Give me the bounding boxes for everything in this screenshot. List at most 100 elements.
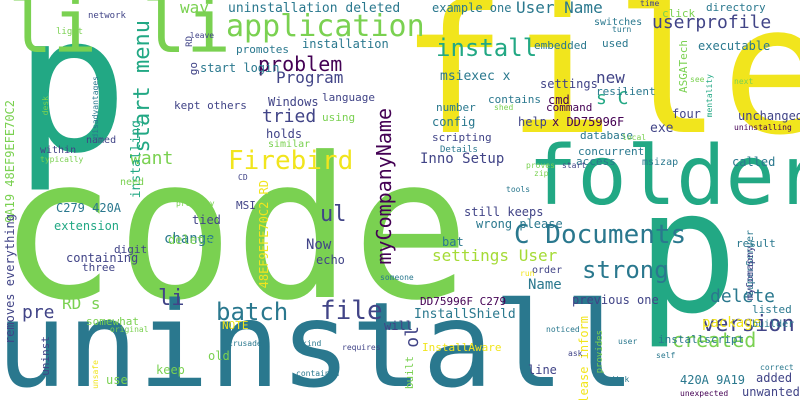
word-see: see xyxy=(690,75,705,84)
word-folder: folder xyxy=(528,129,800,224)
word-network: network xyxy=(88,11,126,21)
word-contained: contained xyxy=(296,369,340,378)
word-c279: C279 420A xyxy=(56,201,122,215)
word-using: using xyxy=(322,111,356,124)
word-kind: kind xyxy=(302,339,322,348)
word-msizap: msizap xyxy=(642,157,679,168)
word-holds: holds xyxy=(266,127,303,141)
word-requires: requires xyxy=(342,343,381,352)
word-crusade: crusade xyxy=(228,339,262,348)
word-switches: switches xyxy=(594,17,643,28)
word-wrong-please: wrong please xyxy=(476,217,563,231)
word-uninst: uninst xyxy=(39,336,52,376)
word-li-2: li xyxy=(158,286,185,311)
word-user-name: User Name xyxy=(516,0,603,17)
word-windows: Windows xyxy=(268,95,319,109)
word-echo: echo xyxy=(316,253,345,267)
word-shed: shed xyxy=(494,103,514,112)
word-firebird: Firebird xyxy=(228,146,354,176)
word-userprofile: userprofile xyxy=(652,12,772,33)
word-will: will xyxy=(384,319,413,333)
word-unexpected: unexpected xyxy=(680,389,729,398)
word-provides: provides xyxy=(595,330,605,374)
word-next: next xyxy=(734,77,754,86)
word-noticed: noticed xyxy=(546,325,580,334)
word-now: Now xyxy=(306,237,332,253)
word-scripting: scripting xyxy=(432,131,492,144)
word-exe: exe xyxy=(650,121,674,136)
word-use: use xyxy=(106,373,128,387)
word-tools: tools xyxy=(506,185,531,194)
word-p-mid: p xyxy=(636,154,739,352)
word-change: change xyxy=(164,231,215,247)
word-contains: contains xyxy=(488,93,541,106)
word-pre: pre xyxy=(22,302,55,323)
word-way: way xyxy=(180,0,209,17)
word-three: three xyxy=(82,261,116,274)
word-keep: keep xyxy=(156,363,185,377)
word-digit: digit xyxy=(114,243,148,256)
word-leave: leave xyxy=(190,31,215,40)
word-settings-user: settings User xyxy=(432,246,558,265)
word-tied: tied xyxy=(192,213,221,227)
word-420a: 420A 9A19 xyxy=(680,373,746,387)
word-uninstalling: uninstalling xyxy=(734,123,792,132)
word-local: local xyxy=(622,133,647,142)
word-start-2: start xyxy=(562,161,587,170)
word-program: Program xyxy=(276,68,344,87)
word-self: self xyxy=(656,351,676,360)
word-cmd: cmd xyxy=(548,93,570,107)
word-installshield: InstallShield xyxy=(414,307,516,322)
word-deleted-2: deleted xyxy=(168,233,219,247)
word-msiexec-x: msiexec x xyxy=(440,69,511,84)
word-typically: typically xyxy=(40,155,84,164)
word-created: created xyxy=(672,328,757,352)
word-version: version xyxy=(702,312,795,337)
word-language: language xyxy=(322,91,375,104)
word-disadvantages: disadvantages xyxy=(91,76,100,139)
word-four: four xyxy=(672,107,701,121)
word-inno-setup: Inno Setup xyxy=(420,151,505,167)
word-someone: someone xyxy=(380,273,414,282)
word-listed: listed xyxy=(752,303,792,316)
word-line: line xyxy=(528,363,557,377)
word-installaware: InstallAware xyxy=(422,341,502,354)
word-proves: proves xyxy=(526,161,555,170)
word-package: package xyxy=(702,315,762,331)
word-lili: li li xyxy=(8,0,231,70)
word-name: Name xyxy=(528,277,562,293)
word-correct: correct xyxy=(760,363,794,372)
word-named: named xyxy=(86,135,117,146)
word-used: used xyxy=(602,37,629,50)
word-click: click xyxy=(662,7,696,20)
word-removes-everything: removes everything xyxy=(3,214,17,345)
word-file-2: file xyxy=(320,296,383,326)
word-dd-c279: DD75996F C279 xyxy=(420,295,507,308)
word-order: order xyxy=(532,265,563,276)
word-uninstallation-deleted: uninstallation deleted xyxy=(228,1,401,16)
word-old: old xyxy=(208,349,230,363)
word-details: Details xyxy=(440,145,478,155)
word-file: file xyxy=(400,0,800,174)
word-new: new xyxy=(596,68,625,87)
word-similar: similar xyxy=(268,139,311,150)
word-command: command xyxy=(546,101,593,114)
word-mentality: mentality xyxy=(705,74,714,118)
word-go: go xyxy=(187,62,200,76)
word-unsafe: unsafe xyxy=(91,360,100,389)
word-added: added xyxy=(756,371,793,385)
word-mycompanyname: myCompanyName xyxy=(372,108,396,265)
word-light: light xyxy=(56,27,84,37)
word-strong: strong xyxy=(582,256,669,284)
word-application: application xyxy=(226,9,425,44)
word-containing: containing xyxy=(66,251,139,265)
word-help: help xyxy=(518,115,547,129)
word-p-big: p xyxy=(14,0,129,195)
word-installscript: installscript xyxy=(658,333,745,346)
word-unchanged: unchanged xyxy=(738,109,800,123)
word-c-documents: C Documents xyxy=(514,220,687,250)
word-note: NOTE xyxy=(222,319,249,332)
word-disk: disk xyxy=(610,375,630,384)
word-called: called xyxy=(732,155,776,169)
word-problem: problem xyxy=(258,52,343,76)
